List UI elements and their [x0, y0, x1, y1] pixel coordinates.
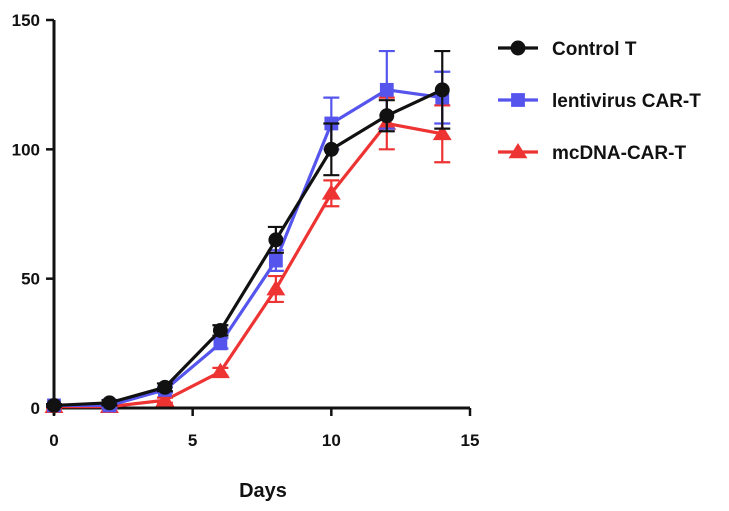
x-tick-label: 5: [188, 431, 197, 450]
legend-item-1: lentivirus CAR-T: [498, 91, 701, 112]
y-tick-label: 50: [21, 270, 40, 289]
legend-marker: [510, 40, 526, 56]
data-point: [210, 362, 230, 379]
data-point: [268, 253, 283, 268]
data-point: [434, 82, 450, 98]
y-tick-label: 0: [31, 399, 40, 418]
data-point: [323, 141, 339, 157]
data-point: [102, 395, 117, 411]
series-layer: [44, 49, 452, 414]
legend-item-0: Control T: [498, 39, 637, 60]
data-point: [155, 391, 175, 407]
data-point: [266, 280, 286, 296]
axes: 0 50 100 150 0 5 10 15: [12, 11, 480, 450]
data-point: [213, 336, 228, 351]
legend-label: Control T: [552, 39, 637, 60]
series-line: [54, 121, 443, 409]
data-point: [157, 379, 173, 395]
series-0: [46, 49, 451, 413]
x-tick-label: 0: [49, 431, 58, 450]
legend: Control T lentivirus CAR-T mcDNA-CAR-T: [498, 39, 701, 164]
legend-label: mcDNA-CAR-T: [552, 143, 686, 164]
data-point: [268, 232, 284, 248]
data-point: [321, 184, 341, 200]
legend-item-2: mcDNA-CAR-T: [498, 143, 686, 164]
x-tick-label: 15: [461, 431, 480, 450]
data-point: [432, 124, 452, 141]
data-point: [379, 82, 394, 97]
series-line: [54, 88, 443, 408]
y-tick-label: 150: [12, 11, 40, 30]
y-tick-label: 100: [12, 140, 40, 159]
series-1: [46, 49, 451, 413]
data-point: [379, 108, 395, 124]
data-point: [46, 397, 62, 413]
series-line: [53, 88, 443, 408]
legend-marker: [508, 143, 528, 159]
x-axis-title: Days: [239, 480, 287, 502]
series-2: [44, 96, 452, 414]
data-point: [212, 322, 228, 338]
legend-marker: [511, 93, 525, 107]
x-tick-label: 10: [322, 431, 341, 450]
legend-label: lentivirus CAR-T: [552, 91, 701, 112]
